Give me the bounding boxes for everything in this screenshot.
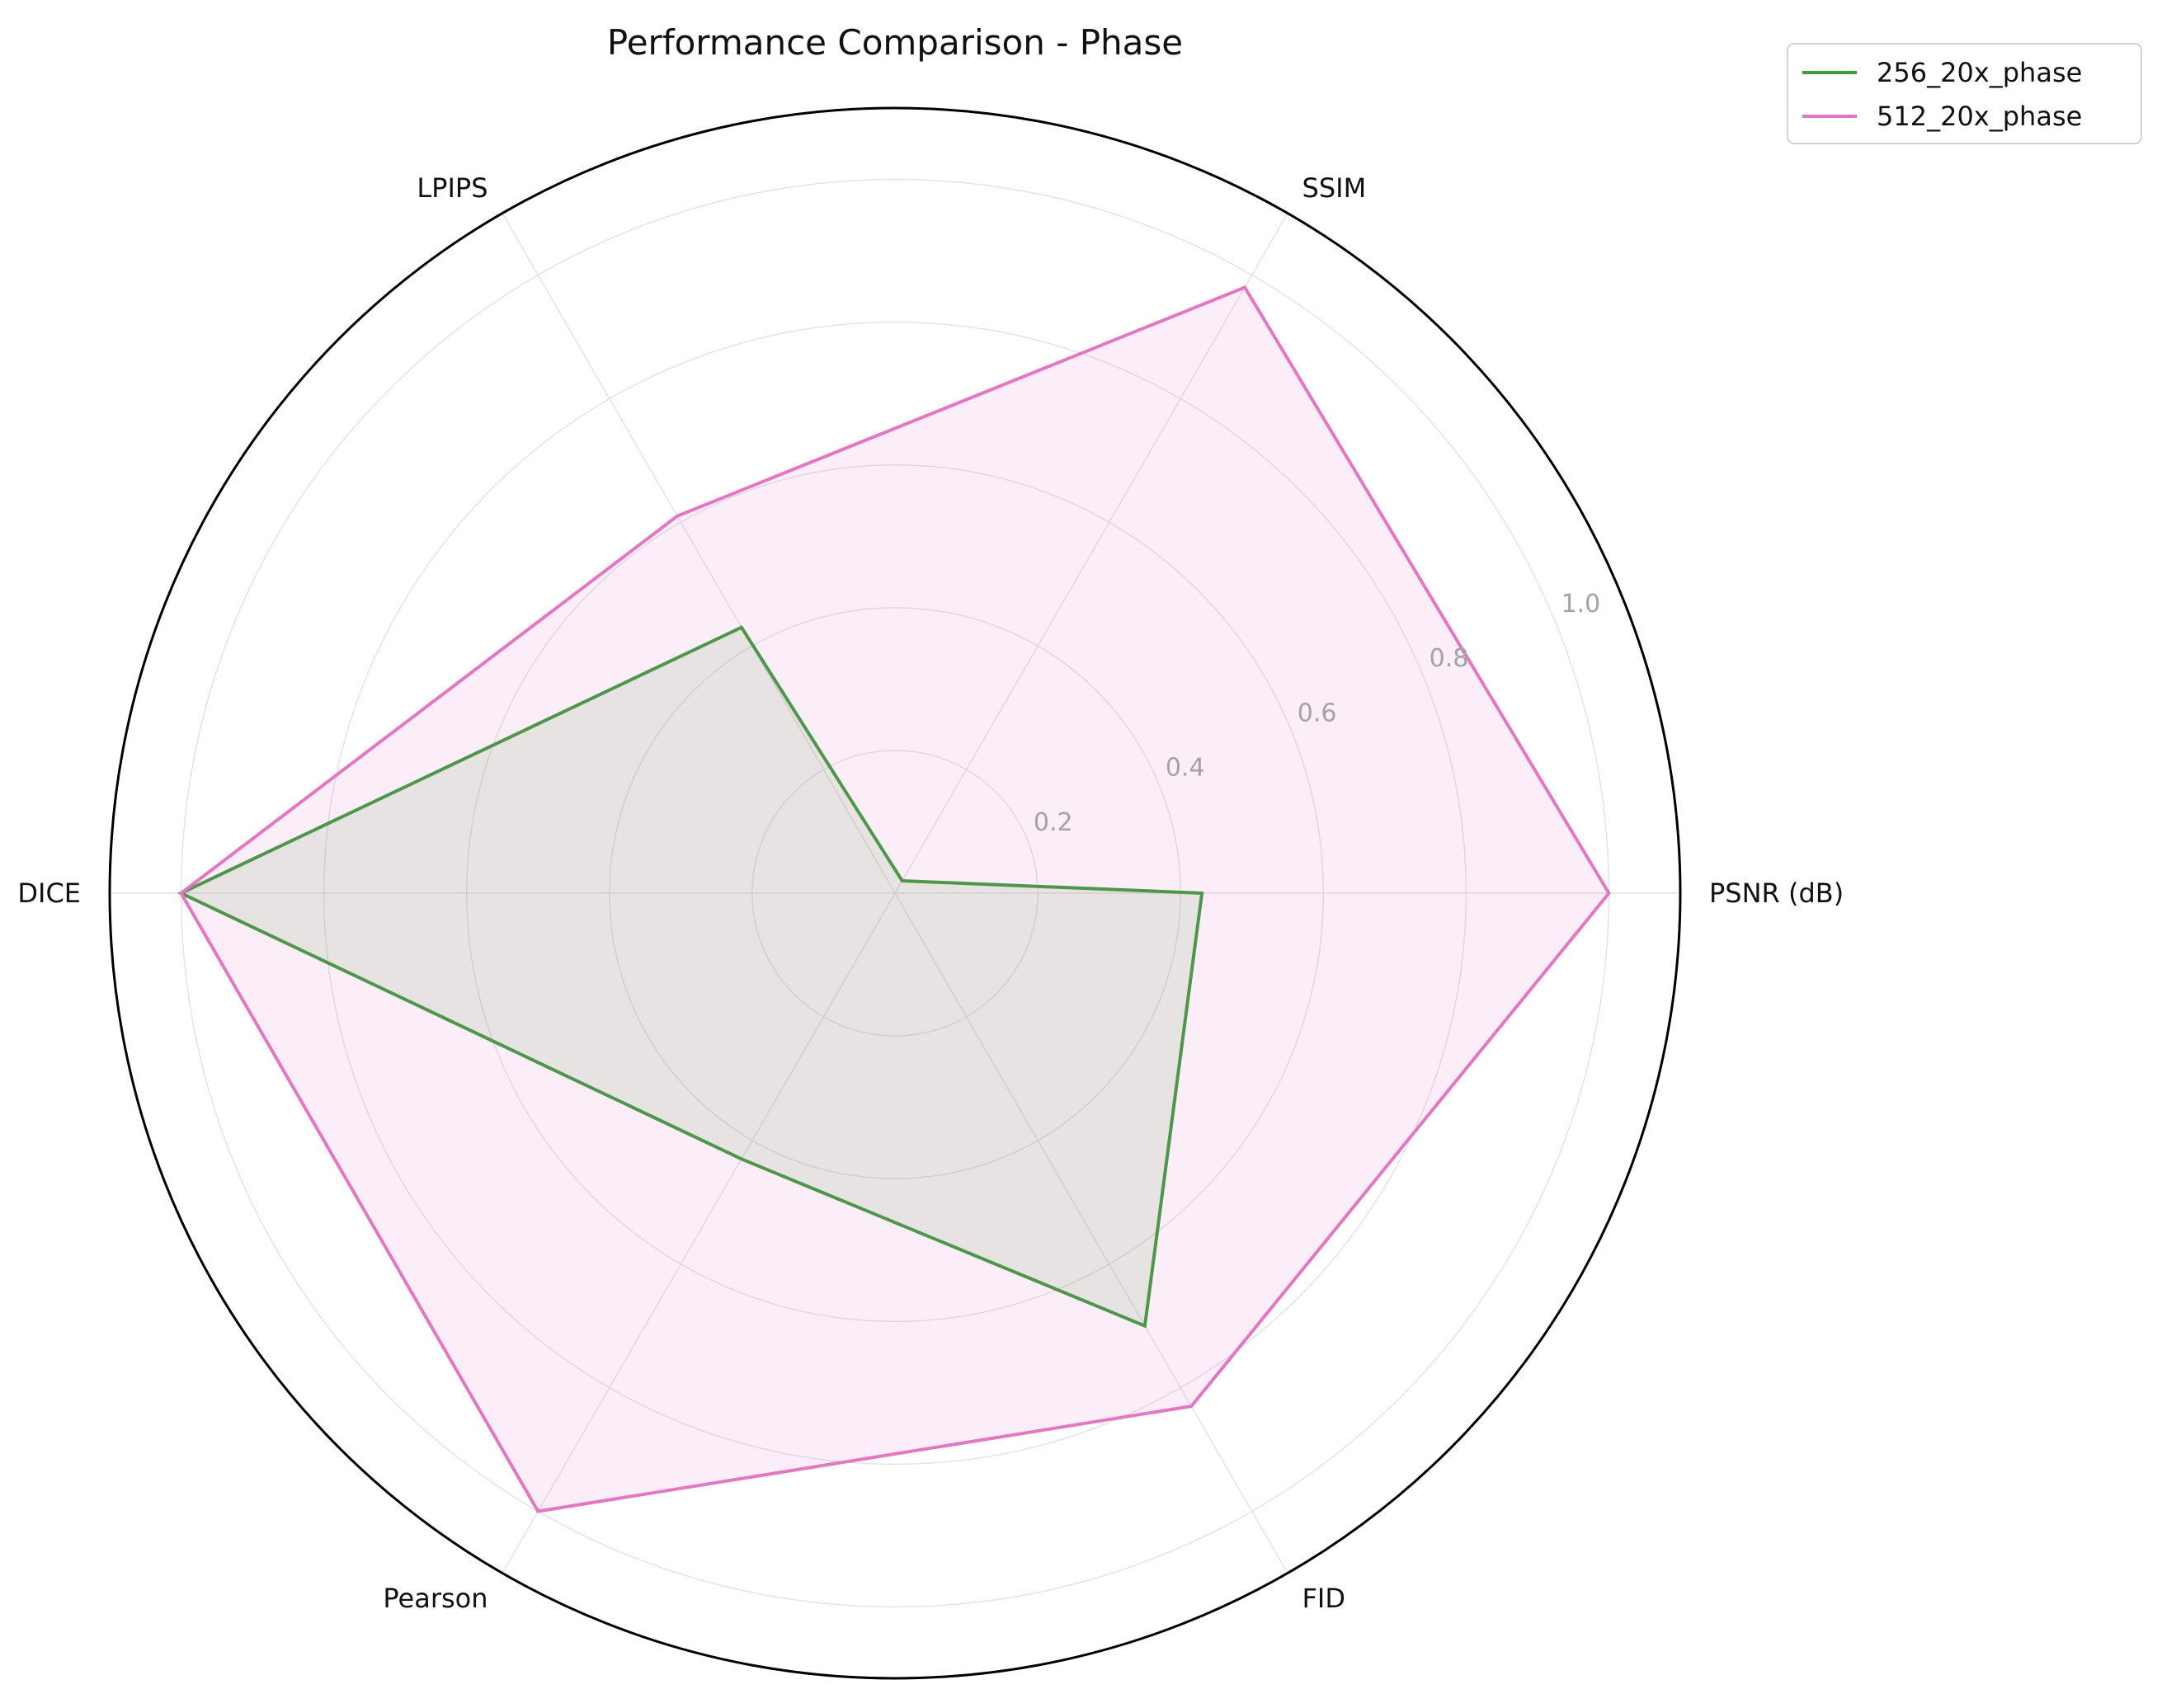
radial-tick-label: 1.0 (1561, 590, 1601, 619)
axis-label: DICE (17, 878, 81, 909)
radial-tick-label: 0.4 (1166, 754, 1205, 783)
legend-label: 512_20x_phase (1877, 101, 2082, 132)
radial-tick-label: 0.8 (1430, 644, 1469, 673)
axis-label: Pearson (383, 1583, 488, 1614)
series-fill-1 (181, 288, 1609, 1512)
axis-label: SSIM (1302, 172, 1367, 204)
radial-tick-label: 0.6 (1298, 699, 1337, 727)
series-layer (181, 287, 1609, 1511)
legend-label: 256_20x_phase (1877, 57, 2082, 88)
axis-label: LPIPS (417, 172, 488, 204)
chart-title: Performance Comparison - Phase (607, 22, 1183, 63)
axis-label: FID (1302, 1583, 1345, 1614)
legend: 256_20x_phase 512_20x_phase (1788, 44, 2141, 144)
radial-tick-label: 0.2 (1034, 808, 1073, 837)
axis-label: PSNR (dB) (1709, 878, 1844, 909)
